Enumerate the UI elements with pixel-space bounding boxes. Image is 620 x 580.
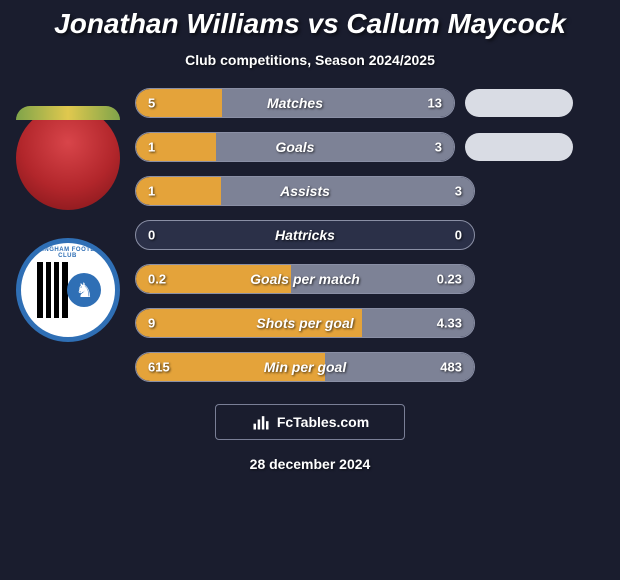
avatars-column: GILLINGHAM FOOTBALL CLUB ♞: [10, 88, 125, 382]
stat-value-right: 13: [428, 96, 442, 111]
page-title: Jonathan Williams vs Callum Maycock: [0, 8, 620, 40]
stats-column: 513Matches13Goals13Assists00Hattricks0.2…: [125, 88, 610, 382]
stat-label: Goals: [276, 139, 315, 155]
stat-value-left: 0: [148, 228, 155, 243]
stat-value-right: 483: [440, 360, 462, 375]
club-horse-icon: ♞: [67, 273, 101, 307]
stat-value-right: 4.33: [437, 316, 462, 331]
stat-bar: 0.2 0.23 Goals per match: [135, 264, 475, 294]
stat-label: Matches: [267, 95, 323, 111]
stat-value-right: 0.23: [437, 272, 462, 287]
stat-value-left: 0.2: [148, 272, 166, 287]
stat-row: 1 3 Goals: [135, 132, 610, 162]
stat-pill: [465, 133, 573, 161]
stat-row: 9 4.33 Shots per goal: [135, 308, 610, 338]
stat-value-left: 9: [148, 316, 155, 331]
stat-bar: 1 3 Assists: [135, 176, 475, 206]
stat-label: Min per goal: [264, 359, 346, 375]
stat-value-left: 1: [148, 140, 155, 155]
stat-pill: [465, 89, 573, 117]
club-ring-text: GILLINGHAM FOOTBALL CLUB: [21, 247, 115, 259]
stat-row: 615 483 Min per goal: [135, 352, 610, 382]
stat-row: 0.2 0.23 Goals per match: [135, 264, 610, 294]
stat-value-right: 3: [455, 184, 462, 199]
stat-value-left: 615: [148, 360, 170, 375]
stat-bar: 5 13 Matches: [135, 88, 455, 118]
player2-club-badge: GILLINGHAM FOOTBALL CLUB ♞: [16, 238, 120, 342]
stat-value-right: 3: [435, 140, 442, 155]
stat-fill-right: [216, 133, 455, 161]
bar-chart-icon: [251, 412, 271, 432]
stat-label: Hattricks: [275, 227, 335, 243]
stat-value-right: 0: [455, 228, 462, 243]
stat-fill-right: [222, 89, 454, 117]
comparison-area: GILLINGHAM FOOTBALL CLUB ♞ 513Matches13G…: [0, 88, 620, 382]
stat-value-left: 5: [148, 96, 155, 111]
stat-row: 5 13 Matches: [135, 88, 610, 118]
stat-value-left: 1: [148, 184, 155, 199]
stat-fill-right: [221, 177, 475, 205]
stat-row: 1 3 Assists: [135, 176, 610, 206]
club-stripes: [37, 262, 67, 318]
brand-label: FcTables.com: [277, 414, 369, 430]
stat-bar: 615 483 Min per goal: [135, 352, 475, 382]
stat-label: Shots per goal: [256, 315, 353, 331]
date-label: 28 december 2024: [0, 456, 620, 472]
player1-avatar: [16, 106, 120, 210]
stat-row: 0 0 Hattricks: [135, 220, 610, 250]
brand-badge[interactable]: FcTables.com: [215, 404, 405, 440]
stat-label: Assists: [280, 183, 330, 199]
stat-bar: 9 4.33 Shots per goal: [135, 308, 475, 338]
stat-label: Goals per match: [250, 271, 360, 287]
stat-bar: 0 0 Hattricks: [135, 220, 475, 250]
stat-bar: 1 3 Goals: [135, 132, 455, 162]
subtitle: Club competitions, Season 2024/2025: [0, 52, 620, 68]
